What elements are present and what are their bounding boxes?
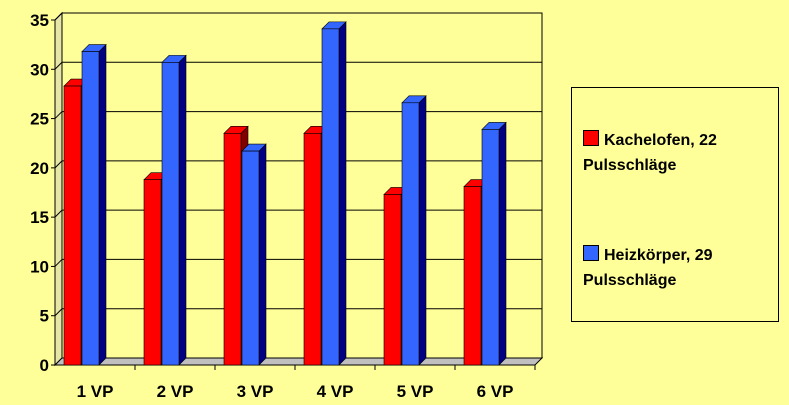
bar	[143, 179, 162, 366]
x-tick-label: 4 VP	[317, 382, 354, 401]
y-gridline-side	[54, 209, 63, 218]
bar-side	[338, 21, 347, 366]
y-gridline-side	[54, 111, 63, 119]
bar	[383, 194, 402, 366]
bar	[321, 28, 340, 366]
bar-side	[98, 43, 107, 366]
y-tick-label: 0	[40, 356, 49, 375]
y-tick-label: 25	[30, 110, 49, 129]
bar	[303, 133, 322, 366]
y-tick-label: 15	[30, 208, 49, 227]
x-tick-label: 5 VP	[397, 382, 434, 401]
y-gridline-side	[54, 259, 63, 267]
legend-swatch-heizkoerper	[583, 245, 599, 261]
bar	[481, 129, 500, 366]
bar	[241, 150, 260, 366]
y-tick-label: 10	[30, 257, 49, 276]
bar	[81, 51, 100, 366]
y-tick-label: 35	[30, 11, 49, 30]
y-gridline-side	[54, 61, 63, 70]
y-gridline-side	[54, 308, 63, 317]
legend: Kachelofen, 22 Pulsschläge Heizkörper, 2…	[571, 87, 779, 322]
bar	[223, 133, 242, 366]
bar	[463, 186, 482, 366]
bar-side	[178, 54, 187, 366]
x-tick-label: 6 VP	[477, 382, 514, 401]
y-tick-label: 30	[30, 60, 49, 79]
x-tick-label: 2 VP	[157, 382, 194, 401]
y-tick-label: 20	[30, 159, 49, 178]
legend-item-heizkoerper: Heizkörper, 29 Pulsschläge	[583, 243, 773, 293]
bar-side	[498, 121, 507, 366]
bar	[401, 102, 420, 366]
bar	[63, 85, 82, 366]
y-gridline-side	[54, 12, 63, 21]
legend-label-kachelofen: Kachelofen, 22 Pulsschläge	[583, 132, 717, 174]
x-tick-label: 1 VP	[77, 382, 114, 401]
y-tick-label: 5	[40, 307, 49, 326]
bar-side	[418, 95, 427, 366]
legend-item-kachelofen: Kachelofen, 22 Pulsschläge	[583, 128, 773, 178]
legend-swatch-kachelofen	[583, 130, 599, 146]
bar	[161, 62, 180, 366]
legend-label-heizkoerper: Heizkörper, 29 Pulsschläge	[583, 247, 713, 289]
bar-side	[258, 143, 267, 366]
y-gridline-side	[54, 160, 63, 169]
x-tick-label: 3 VP	[237, 382, 274, 401]
